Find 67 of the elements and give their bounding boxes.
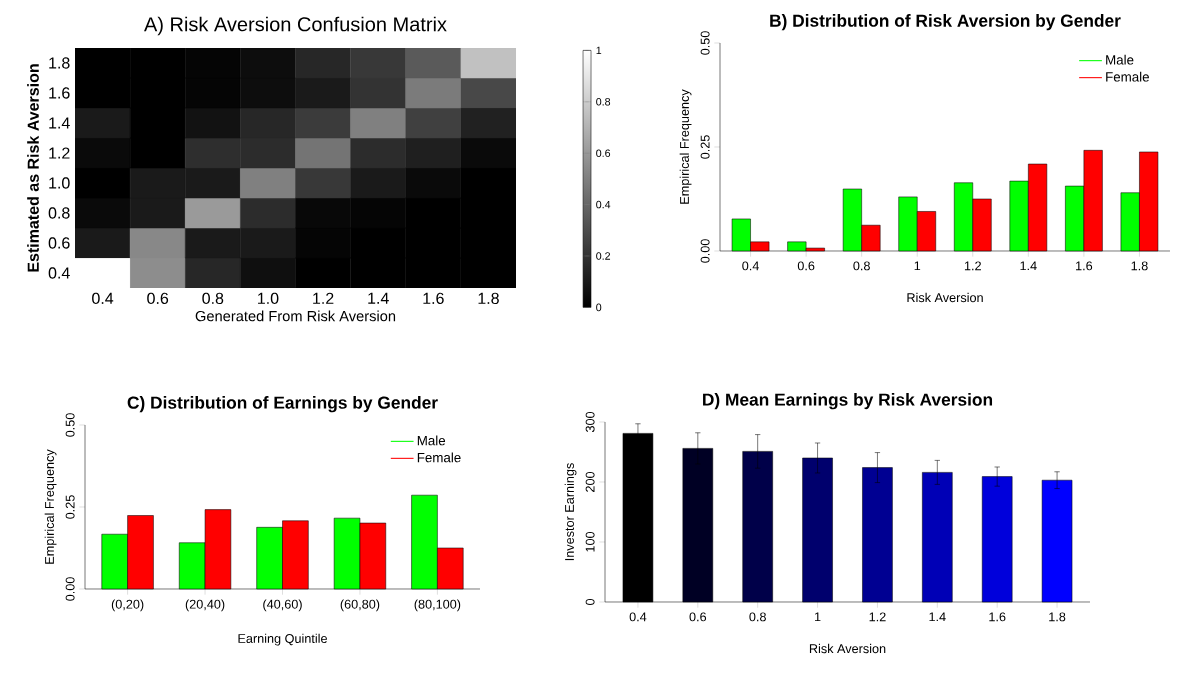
- chart-title: D) Mean Earnings by Risk Aversion: [703, 393, 993, 410]
- chart-title: C) Distribution of Earnings by Gender: [127, 396, 438, 413]
- x-tick-label: 0.8: [749, 612, 766, 622]
- x-tick-label: 1.8: [478, 292, 499, 305]
- x-axis-title: Generated From Risk Aversion: [195, 310, 396, 322]
- x-tick-label: (20,40): [185, 599, 225, 612]
- y-tick-label: 0.50: [65, 413, 75, 437]
- x-tick-label: 0.4: [629, 612, 647, 622]
- color-bar-label: 0.2: [596, 252, 611, 260]
- legend-label: Male: [417, 435, 446, 446]
- x-tick-label: 1.6: [1076, 261, 1093, 271]
- x-tick-label: 0.8: [853, 261, 870, 271]
- x-tick-label: 1.2: [964, 261, 981, 271]
- x-tick-label: 1.0: [258, 292, 279, 305]
- color-bar-label: 0.6: [596, 149, 611, 157]
- y-tick-label: 0.00: [65, 577, 75, 601]
- x-tick-label: (40,60): [263, 599, 302, 612]
- legend-label: Male: [1106, 54, 1134, 65]
- color-bar-label: 0.4: [596, 200, 611, 209]
- color-bar-label: 1: [596, 46, 602, 55]
- y-tick-label: 0.50: [700, 31, 710, 55]
- y-tick-label: 300: [585, 411, 595, 433]
- color-bar-label: 0.8: [596, 98, 611, 106]
- x-axis-title: Earning Quintile: [238, 633, 327, 646]
- x-tick-label: 1.4: [368, 292, 389, 304]
- y-tick-label: 200: [585, 471, 595, 492]
- x-tick-label: 1.6: [423, 292, 444, 305]
- x-axis-title: Risk Aversion: [907, 292, 983, 303]
- x-tick-label: (60,80): [340, 599, 380, 612]
- y-tick-label: 0.8: [48, 207, 70, 219]
- y-tick-label: 0: [585, 598, 595, 606]
- x-tick-label: 0.4: [742, 261, 759, 271]
- y-tick-label: 1.4: [49, 117, 70, 129]
- x-tick-label: 1: [815, 612, 821, 622]
- color-bar-label: 0: [596, 303, 602, 312]
- y-axis-title: Empirical Frequency: [44, 449, 57, 564]
- x-tick-label: 1.4: [1020, 261, 1037, 271]
- x-tick-label: 1.2: [869, 612, 886, 622]
- chart-title: A) Risk Aversion Confusion Matrix: [144, 16, 447, 36]
- y-tick-label: 1.8: [49, 57, 70, 69]
- x-tick-label: 1.2: [313, 292, 334, 304]
- y-axis-title: Investor Earnings: [564, 463, 577, 561]
- x-tick-label: 0.6: [797, 261, 815, 271]
- x-tick-label: (0,20): [111, 599, 144, 612]
- y-tick-label: 1.2: [49, 147, 70, 159]
- y-tick-label: 100: [585, 531, 595, 552]
- x-tick-label: 1.6: [989, 612, 1006, 622]
- y-tick-label: 0.25: [700, 135, 710, 159]
- chart-title: B) Distribution of Risk Aversion by Gender: [770, 14, 1121, 31]
- x-tick-label: 0.4: [92, 292, 114, 305]
- x-tick-label: 1: [914, 261, 921, 271]
- y-tick-label: 0.00: [700, 239, 710, 263]
- y-tick-label: 1.6: [49, 87, 70, 99]
- x-axis-title: Risk Aversion: [809, 643, 886, 654]
- x-tick-label: (80,100): [414, 599, 461, 612]
- x-tick-label: 0.6: [147, 292, 169, 305]
- y-axis-title: Empirical Frequency: [679, 89, 692, 204]
- legend-label: Female: [1106, 71, 1149, 82]
- x-tick-label: 1.4: [929, 612, 946, 622]
- y-tick-label: 0.25: [65, 495, 75, 519]
- y-axis-title: Estimated as Risk Aversion: [27, 64, 39, 272]
- y-tick-label: 1.0: [49, 177, 70, 189]
- x-tick-label: 1.8: [1049, 612, 1066, 622]
- x-tick-label: 0.8: [202, 292, 224, 305]
- legend-label: Female: [417, 452, 461, 463]
- x-tick-label: 1.8: [1131, 261, 1148, 271]
- y-tick-label: 0.6: [48, 237, 70, 249]
